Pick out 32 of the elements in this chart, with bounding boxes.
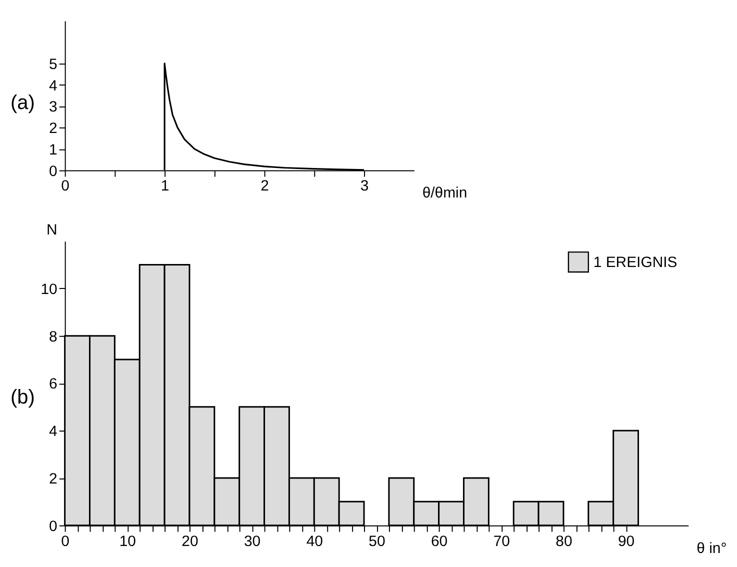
y-tick-label: 1 <box>49 141 58 158</box>
x-tick-label: 2 <box>260 178 269 195</box>
y-tick-label: 5 <box>49 56 58 73</box>
legend-label: 1 EREIGNIS <box>593 254 678 272</box>
y-axis-title: N <box>46 222 58 239</box>
x-tick-label: 50 <box>368 532 386 550</box>
x-tick-label: 0 <box>61 178 70 195</box>
x-tick-label: 90 <box>618 532 635 550</box>
x-tick-label: 20 <box>182 532 198 550</box>
x-tick-label: 70 <box>493 532 510 550</box>
x-tick-label: 0 <box>61 532 70 550</box>
text: (b) <box>10 386 35 408</box>
y-tick-label: 4 <box>49 77 58 94</box>
x-tick-label: 30 <box>244 532 261 550</box>
y-tick-label: 3 <box>49 98 58 116</box>
y-tick-label: 2 <box>49 470 58 488</box>
x-tick-label: 10 <box>119 532 136 550</box>
y-tick-label: 2 <box>49 120 58 138</box>
y-tick-label: 10 <box>40 280 58 298</box>
x-tick-label: 3 <box>360 178 369 195</box>
y-tick-label: 6 <box>49 376 58 393</box>
y-tick-label: 4 <box>49 423 58 440</box>
text: (a) <box>10 92 35 114</box>
x-axis-title: θ/θmin <box>422 184 468 202</box>
y-tick-label: 0 <box>49 162 58 180</box>
y-tick-label: 0 <box>49 518 58 535</box>
x-tick-label: 60 <box>430 532 448 550</box>
x-tick-label: 1 <box>160 178 170 195</box>
x-tick-label: 80 <box>556 532 572 550</box>
y-tick-label: 8 <box>49 328 58 346</box>
x-tick-label: 40 <box>306 532 323 550</box>
x-axis-title: θ in° <box>696 540 727 557</box>
